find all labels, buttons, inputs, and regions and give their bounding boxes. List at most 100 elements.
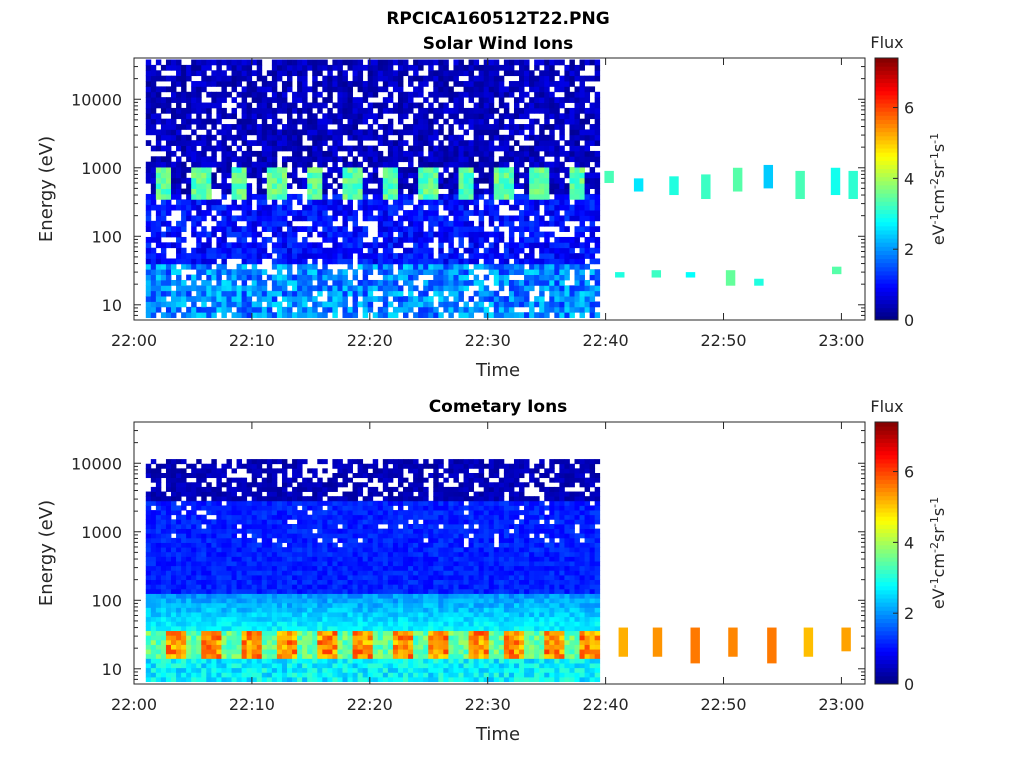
heatmap-cell	[181, 285, 187, 292]
heatmap-cell	[488, 177, 495, 184]
heatmap-cell	[438, 269, 444, 276]
heatmap-cell	[418, 145, 424, 152]
heatmap-cell	[160, 676, 167, 683]
heatmap-cell	[443, 269, 449, 276]
heatmap-cell	[473, 167, 480, 173]
heatmap-cell	[165, 129, 172, 136]
heatmap-cell	[392, 306, 399, 313]
heatmap-cell	[160, 285, 167, 292]
heatmap-cell	[251, 463, 258, 469]
heatmap-cell	[387, 226, 394, 232]
heatmap-cell	[382, 156, 389, 163]
heatmap-cell	[196, 183, 202, 189]
heatmap-cell	[458, 188, 464, 195]
heatmap-cell	[145, 107, 152, 114]
heatmap-cell	[327, 129, 333, 136]
heatmap-cell	[246, 70, 253, 77]
heatmap-cell	[519, 236, 525, 243]
heatmap-cell	[155, 301, 162, 308]
heatmap-cell	[150, 64, 157, 71]
heatmap-cell	[186, 210, 192, 216]
heatmap-cell	[145, 161, 152, 168]
heatmap-cell	[594, 215, 601, 222]
heatmap-cell	[211, 199, 217, 206]
colorbar-swatch	[875, 291, 898, 296]
heatmap-cell	[191, 667, 197, 673]
heatmap-cell	[312, 91, 318, 98]
heatmap-cell	[292, 247, 298, 254]
heatmap-cell	[519, 161, 525, 168]
heatmap-cell	[549, 269, 555, 276]
heatmap-cell	[241, 210, 248, 216]
heatmap-cell	[186, 644, 192, 650]
heatmap-cell	[428, 220, 434, 227]
heatmap-cell	[488, 215, 495, 222]
heatmap-cell	[176, 574, 182, 581]
heatmap-cell	[271, 279, 278, 286]
heatmap-cell	[165, 177, 172, 184]
heatmap-cell	[397, 274, 404, 281]
heatmap-cell	[392, 210, 399, 216]
heatmap-cell	[256, 593, 263, 599]
heatmap-cell	[206, 612, 212, 618]
heatmap-cell	[256, 306, 263, 313]
heatmap-cell	[397, 301, 404, 308]
heatmap-cell	[387, 107, 394, 114]
heatmap-cell	[171, 542, 177, 548]
heatmap-cell	[251, 556, 258, 562]
heatmap-cell	[342, 301, 348, 308]
heatmap-cell	[468, 306, 475, 313]
heatmap-cell	[564, 236, 570, 243]
heatmap-cell	[246, 565, 253, 571]
heatmap-cell	[539, 231, 545, 238]
heatmap-cell	[478, 70, 485, 77]
heatmap-cell	[287, 296, 293, 302]
heatmap-cell	[201, 630, 207, 636]
heatmap-cell	[795, 170, 805, 199]
heatmap-cell	[438, 290, 444, 297]
heatmap-cell	[418, 140, 424, 146]
heatmap-cell	[176, 459, 182, 465]
heatmap-cell	[403, 247, 409, 254]
heatmap-cell	[201, 551, 207, 557]
heatmap-cell	[191, 193, 197, 200]
heatmap-cell	[216, 113, 222, 120]
heatmap-cell	[155, 486, 162, 492]
heatmap-cell	[145, 547, 152, 553]
heatmap-cell	[191, 639, 197, 645]
heatmap-cell	[211, 306, 217, 313]
heatmap-cell	[403, 193, 409, 200]
heatmap-cell	[196, 459, 202, 465]
heatmap-cell	[226, 542, 232, 548]
heatmap-cell	[524, 258, 530, 265]
heatmap-cell	[524, 253, 530, 259]
heatmap-cell	[287, 274, 293, 281]
heatmap-cell	[534, 269, 540, 276]
heatmap-cell	[216, 574, 222, 581]
heatmap-cell	[221, 236, 227, 243]
heatmap-cell	[564, 86, 570, 93]
heatmap-cell	[231, 107, 237, 114]
heatmap-cell	[160, 167, 167, 173]
heatmap-cell	[256, 172, 263, 179]
heatmap-cell	[362, 301, 369, 308]
heatmap-cell	[261, 215, 268, 222]
heatmap-cell	[342, 161, 348, 168]
heatmap-cell	[216, 658, 222, 664]
heatmap-cell	[428, 107, 434, 114]
heatmap-cell	[569, 258, 575, 265]
heatmap-cell	[513, 81, 520, 87]
heatmap-cell	[438, 274, 444, 281]
heatmap-cell	[372, 204, 379, 211]
heatmap-cell	[176, 621, 182, 627]
heatmap-cell	[478, 140, 485, 146]
heatmap-cell	[155, 263, 162, 270]
heatmap-cell	[191, 220, 197, 227]
heatmap-cell	[287, 156, 293, 163]
heatmap-cell	[297, 296, 303, 302]
heatmap-cell	[221, 269, 227, 276]
heatmap-cell	[362, 150, 369, 157]
heatmap-cell	[231, 524, 237, 530]
heatmap-cell	[287, 639, 293, 645]
heatmap-cell	[352, 145, 359, 152]
